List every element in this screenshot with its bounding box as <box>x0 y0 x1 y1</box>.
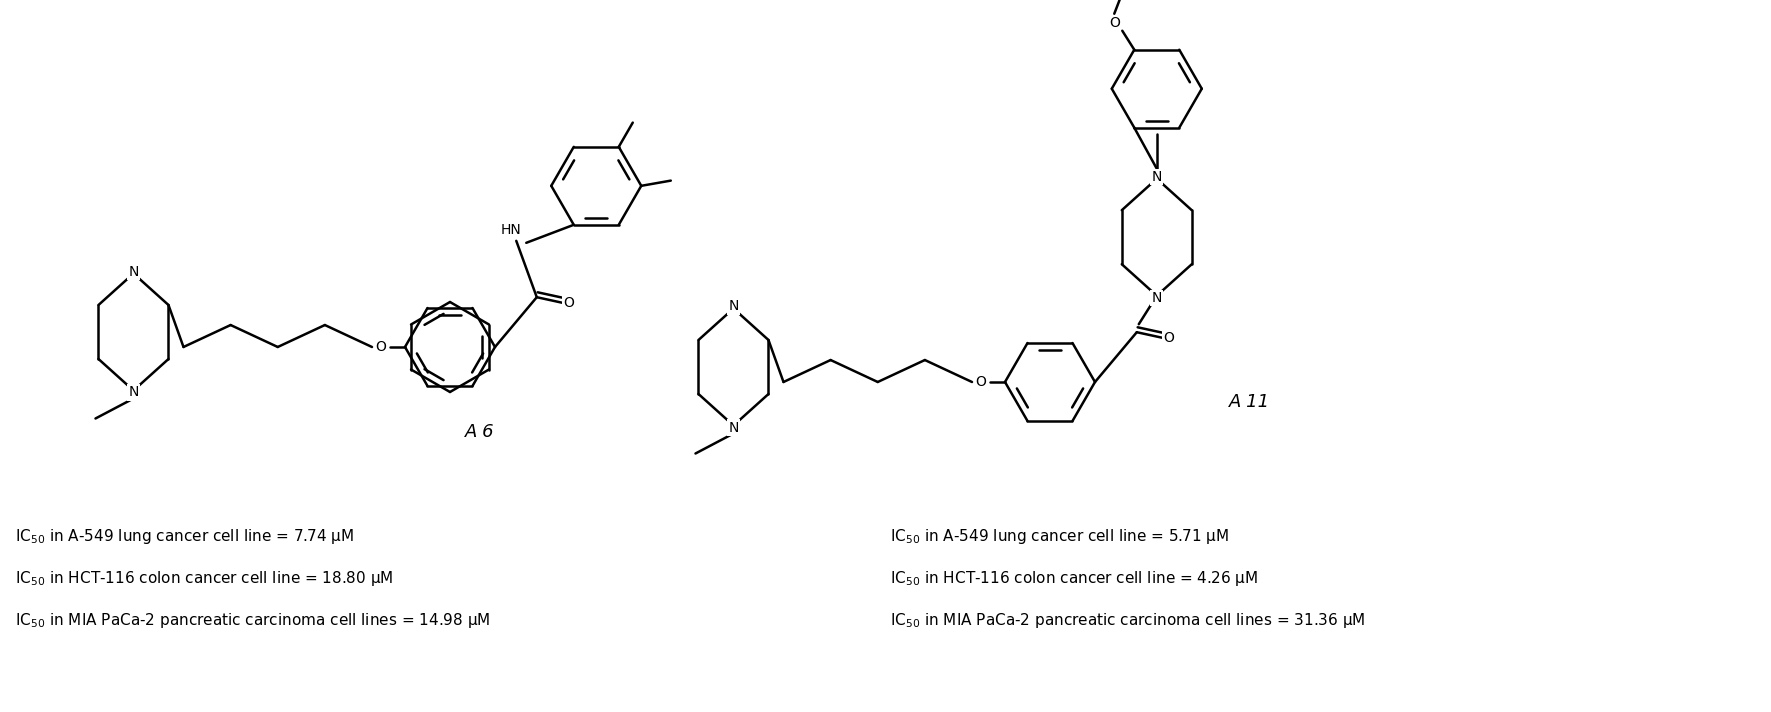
Text: A 11: A 11 <box>1229 393 1270 411</box>
Text: O: O <box>1164 331 1174 345</box>
Text: N: N <box>728 421 739 434</box>
Text: IC$_{50}$ in A-549 lung cancer cell line = 5.71 μM: IC$_{50}$ in A-549 lung cancer cell line… <box>891 528 1229 547</box>
Text: N: N <box>1151 169 1162 184</box>
Text: N: N <box>728 300 739 313</box>
Text: O: O <box>563 295 574 310</box>
Text: IC$_{50}$ in HCT-116 colon cancer cell line = 4.26 μM: IC$_{50}$ in HCT-116 colon cancer cell l… <box>891 570 1257 589</box>
Text: N: N <box>128 385 138 399</box>
Text: N: N <box>1151 290 1162 305</box>
Text: IC$_{50}$ in HCT-116 colon cancer cell line = 18.80 μM: IC$_{50}$ in HCT-116 colon cancer cell l… <box>14 570 393 589</box>
Text: O: O <box>1109 16 1119 30</box>
Text: O: O <box>375 340 386 354</box>
Text: O: O <box>976 375 986 389</box>
Text: A 6: A 6 <box>466 423 494 441</box>
Text: HN: HN <box>501 223 522 237</box>
Text: IC$_{50}$ in MIA PaCa-2 pancreatic carcinoma cell lines = 31.36 μM: IC$_{50}$ in MIA PaCa-2 pancreatic carci… <box>891 612 1365 631</box>
Text: IC$_{50}$ in A-549 lung cancer cell line = 7.74 μM: IC$_{50}$ in A-549 lung cancer cell line… <box>14 528 354 547</box>
Text: N: N <box>128 264 138 278</box>
Text: IC$_{50}$ in MIA PaCa-2 pancreatic carcinoma cell lines = 14.98 μM: IC$_{50}$ in MIA PaCa-2 pancreatic carci… <box>14 612 491 631</box>
